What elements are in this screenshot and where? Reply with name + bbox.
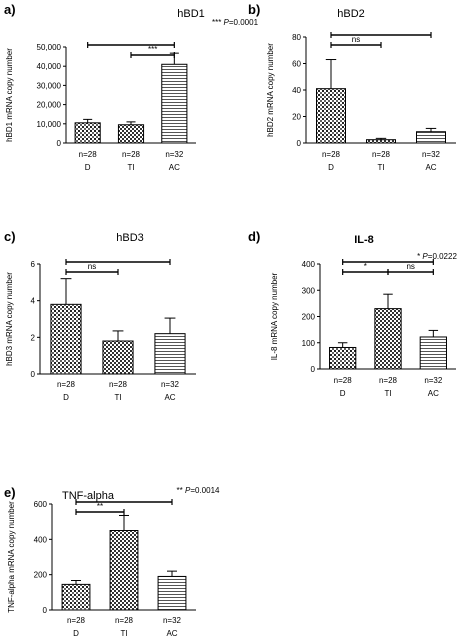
n-label: n=28: [122, 150, 141, 159]
category-label: D: [73, 629, 79, 638]
panel-title: TNF-alpha: [62, 490, 115, 502]
y-tick-label: 0: [31, 370, 36, 379]
n-label: n=28: [372, 150, 391, 159]
category-label: TI: [114, 393, 121, 402]
bar: [117, 124, 145, 144]
n-label: n=28: [79, 150, 98, 159]
panel-letter: d): [248, 229, 260, 244]
y-tick-label: 4: [31, 297, 36, 306]
p-value: *** P=0.0001: [212, 18, 259, 27]
y-tick-label: 400: [34, 535, 48, 544]
n-label: n=28: [115, 616, 134, 625]
panel-letter: a): [4, 2, 16, 17]
sig-label: *: [364, 262, 367, 271]
y-tick-label: 0: [57, 139, 62, 148]
category-label: AC: [166, 629, 177, 638]
category-label: TI: [120, 629, 127, 638]
sig-label: ns: [88, 262, 96, 271]
y-axis-label: TNF-alpha mRNA copy number: [7, 501, 16, 613]
n-label: n=32: [163, 616, 182, 625]
panel-letter: e): [4, 485, 16, 500]
y-tick-label: 0: [43, 606, 48, 615]
category-label: AC: [169, 163, 180, 172]
p-value: * P=0.0222: [417, 252, 457, 261]
bar: [154, 333, 186, 375]
category-label: AC: [428, 389, 439, 398]
category-label: TI: [384, 389, 391, 398]
panel-letter: b): [248, 2, 260, 17]
n-label: n=32: [165, 150, 184, 159]
y-tick-label: 10,000: [37, 120, 62, 129]
sig-label: ns: [352, 35, 360, 44]
bar: [366, 139, 396, 144]
bar: [161, 63, 188, 144]
panel-letter: c): [4, 229, 16, 244]
y-tick-label: 20,000: [37, 101, 62, 110]
panel-title: IL-8: [354, 234, 374, 246]
n-label: n=32: [422, 150, 441, 159]
bar: [61, 583, 91, 611]
y-tick-label: 2: [31, 333, 36, 342]
panel-title: hBD2: [337, 8, 365, 20]
y-tick-label: 600: [34, 500, 48, 509]
chart-panel-1: a) hBD1 0 10,000 20,000 30,000 40,000 50,000 hBD…: [4, 2, 259, 172]
bar: [74, 122, 101, 144]
bar: [102, 340, 134, 375]
y-tick-label: 400: [302, 260, 316, 269]
sig-label: ns: [406, 262, 414, 271]
bar: [329, 346, 357, 370]
p-value: ** P=0.0014: [177, 486, 220, 495]
y-axis-label: hBD3 mRNA copy number: [5, 272, 14, 366]
bar: [416, 131, 446, 144]
bar: [316, 88, 346, 144]
category-label: D: [328, 163, 334, 172]
n-label: n=28: [67, 616, 86, 625]
bar: [419, 336, 447, 370]
panel-title: hBD1: [177, 8, 205, 20]
y-tick-label: 100: [302, 339, 316, 348]
y-tick-label: 0: [311, 365, 316, 374]
chart-panel-4: d) IL-8 0 100 200 300 400 IL-8 mRNA copy number…: [248, 229, 457, 398]
y-axis-label: IL-8 mRNA copy number: [270, 272, 279, 360]
chart-panel-2: b) hBD2 0 20 40 60 80 hBD2 mRNA copy number n=28…: [248, 2, 456, 172]
n-label: n=28: [322, 150, 341, 159]
y-axis-label: hBD1 mRNA copy number: [5, 48, 14, 142]
y-tick-label: 300: [302, 286, 316, 295]
bar: [50, 303, 82, 375]
bar: [109, 530, 139, 611]
category-label: AC: [425, 163, 436, 172]
category-label: D: [63, 393, 69, 402]
n-label: n=28: [379, 376, 398, 385]
y-tick-label: 200: [302, 313, 316, 322]
y-tick-label: 0: [297, 139, 302, 148]
category-label: D: [340, 389, 346, 398]
category-label: AC: [164, 393, 175, 402]
category-label: D: [85, 163, 91, 172]
category-label: TI: [127, 163, 134, 172]
n-label: n=28: [334, 376, 353, 385]
y-tick-label: 6: [31, 260, 36, 269]
n-label: n=28: [109, 380, 128, 389]
n-label: n=28: [57, 380, 76, 389]
y-tick-label: 50,000: [37, 43, 62, 52]
sig-label: ***: [148, 45, 157, 54]
y-tick-label: 200: [34, 571, 48, 580]
y-tick-label: 80: [292, 33, 301, 42]
y-tick-label: 60: [292, 60, 301, 69]
chart-panel-3: c) hBD3 0 2 4 6 hBD3 mRNA copy number n=28 Dn=28…: [4, 229, 196, 402]
panel-title: hBD3: [116, 232, 144, 244]
y-tick-label: 30,000: [37, 81, 62, 90]
sig-label: **: [97, 502, 103, 511]
category-label: TI: [377, 163, 384, 172]
n-label: n=32: [161, 380, 180, 389]
y-tick-label: 20: [292, 113, 301, 122]
chart-panel-5: e) TNF-alpha 0 200 400 600 TNF-alpha mRNA copy…: [4, 485, 220, 638]
y-tick-label: 40,000: [37, 62, 62, 71]
bar: [157, 575, 187, 611]
n-label: n=32: [424, 376, 443, 385]
y-axis-label: hBD2 mRNA copy number: [266, 43, 275, 137]
bar: [374, 308, 402, 370]
y-tick-label: 40: [292, 86, 301, 95]
